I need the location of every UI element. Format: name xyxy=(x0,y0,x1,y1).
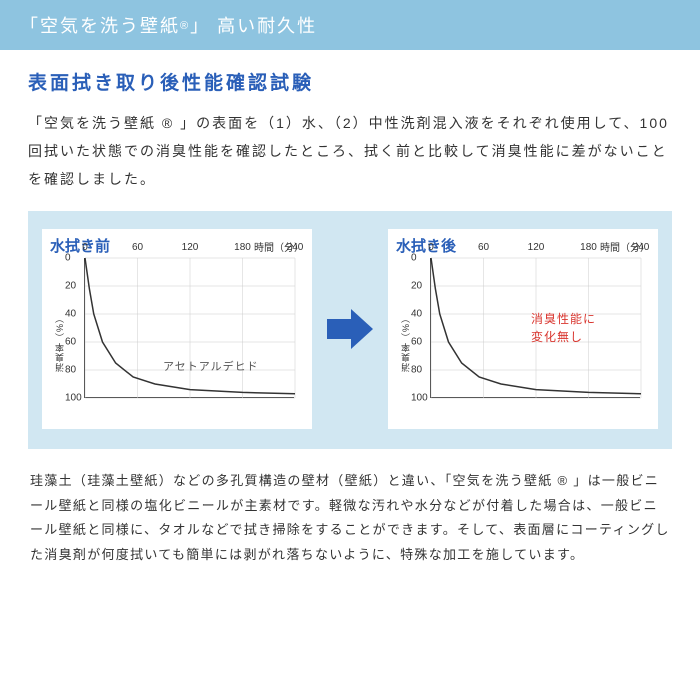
registered-mark: ® xyxy=(180,20,190,32)
chart-before-title: 水拭き前 xyxy=(50,235,110,256)
chart-after-title: 水拭き後 xyxy=(396,235,456,256)
header-title-suffix: 」 高い耐久性 xyxy=(190,16,317,36)
header-title-prefix: 「空気を洗う壁紙 xyxy=(20,16,180,36)
section-title: 表面拭き取り後性能確認試験 xyxy=(28,68,672,95)
chart-after: 水拭き後 時間（分） 消臭率（%） 060120180240 020406080… xyxy=(388,229,658,429)
chart-before-grid xyxy=(85,258,295,398)
chart-before-annotation: アセトアルデヒド xyxy=(163,358,259,374)
header-banner: 「空気を洗う壁紙®」 高い耐久性 xyxy=(0,0,700,50)
chart-before-plot: 消臭率（%） 060120180240 020406080100 アセトアルデヒ… xyxy=(84,258,294,398)
chart-after-plot: 消臭率（%） 060120180240 020406080100 消臭性能に 変… xyxy=(430,258,640,398)
chart-after-annotation: 消臭性能に 変化無し xyxy=(531,310,596,346)
intro-paragraph: 「空気を洗う壁紙 ® 」の表面を（1）水、（2）中性洗剤混入液をそれぞれ使用して… xyxy=(28,109,672,193)
chart-before-svg xyxy=(85,258,295,398)
content-area: 表面拭き取り後性能確認試験 「空気を洗う壁紙 ® 」の表面を（1）水、（2）中性… xyxy=(0,50,700,568)
footer-paragraph: 珪藻土（珪藻土壁紙）などの多孔質構造の壁材（壁紙）と違い、「空気を洗う壁紙 ® … xyxy=(28,469,672,568)
chart-before: 水拭き前 時間（分） 消臭率（%） 060120180240 020406080… xyxy=(42,229,312,429)
arrow-right-icon xyxy=(323,305,377,353)
charts-container: 水拭き前 時間（分） 消臭率（%） 060120180240 020406080… xyxy=(28,211,672,449)
